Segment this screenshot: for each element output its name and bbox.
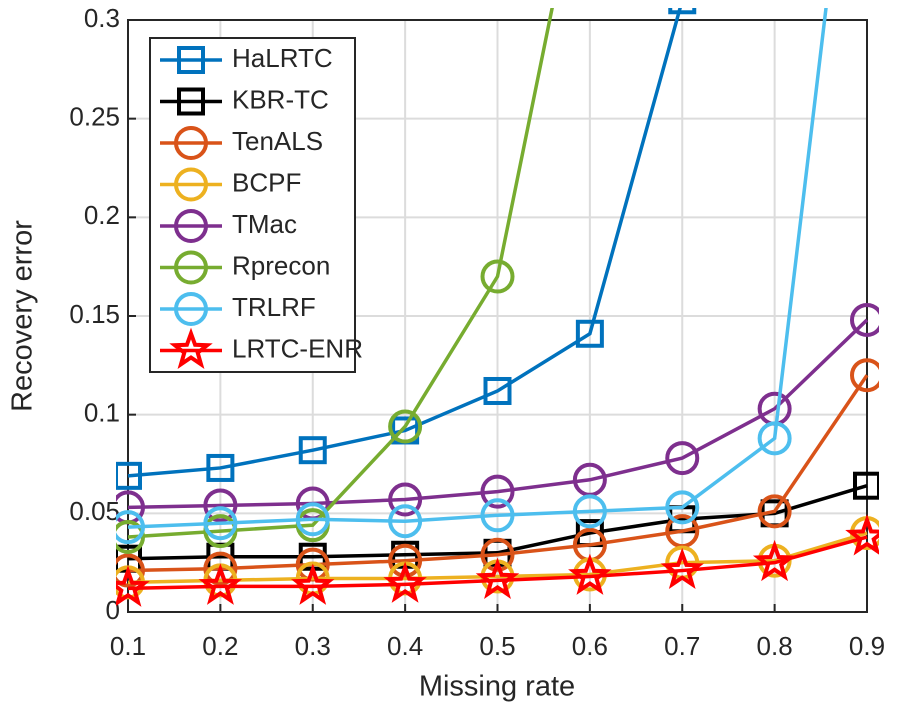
marker [169, 327, 213, 370]
marker [853, 471, 879, 500]
marker [174, 250, 208, 285]
series-line [127, 535, 868, 591]
marker [575, 319, 604, 348]
marker [116, 510, 145, 545]
legend-label: HaLRTC [232, 43, 333, 73]
legend-label: TMac [232, 209, 297, 239]
legend-label: KBR-TC [232, 84, 329, 114]
marker [480, 474, 515, 509]
series-line [127, 484, 868, 561]
y-tick-label: 0.1 [84, 398, 120, 428]
marker [480, 537, 515, 572]
series-line [127, 8, 554, 539]
marker [480, 259, 515, 294]
marker [177, 46, 205, 74]
marker [845, 514, 879, 556]
marker [298, 436, 327, 465]
marker [665, 490, 700, 525]
series-line [127, 8, 828, 529]
x-tick-label: 0.2 [202, 631, 238, 661]
marker [116, 520, 145, 555]
marker [568, 553, 612, 595]
marker [116, 553, 145, 588]
marker [660, 547, 704, 590]
marker [116, 565, 150, 607]
y-tick-label: 0.05 [69, 496, 120, 526]
series-line [127, 374, 869, 573]
marker [483, 376, 512, 405]
x-tick-label: 0.3 [295, 631, 331, 661]
axes-box [127, 19, 868, 613]
x-tick-label: 0.6 [572, 631, 608, 661]
marker [383, 561, 427, 603]
series-line [127, 8, 682, 478]
legend-label: TenALS [232, 126, 323, 156]
marker [480, 498, 515, 533]
marker [388, 543, 423, 578]
x-axis-label: Missing rate [419, 671, 575, 703]
x-tick-label: 0.8 [757, 631, 793, 661]
x-tick-label: 0.9 [849, 631, 885, 661]
series-line [127, 318, 869, 510]
marker [475, 557, 520, 599]
marker [116, 461, 142, 490]
legend-label: Rprecon [232, 250, 330, 280]
y-tick-label: 0.3 [84, 3, 120, 33]
marker [177, 87, 205, 116]
marker [757, 494, 792, 529]
marker [174, 292, 208, 326]
marker [668, 8, 697, 15]
marker [850, 358, 879, 393]
marker [388, 409, 423, 444]
marker [203, 488, 238, 523]
marker [665, 441, 700, 476]
x-tick-label: 0.4 [387, 631, 423, 661]
plot-area [116, 8, 879, 607]
marker [752, 539, 797, 582]
marker [572, 494, 607, 529]
marker [174, 126, 208, 160]
marker [174, 167, 208, 202]
x-tick-label: 0.1 [110, 631, 146, 661]
y-axis-label: Recovery error [7, 220, 39, 412]
marker [291, 563, 335, 605]
legend-label: LRTC-ENR [232, 333, 363, 363]
legend-label: BCPF [232, 167, 301, 197]
marker [203, 551, 238, 586]
x-tick-label: 0.5 [479, 631, 515, 661]
y-tick-label: 0.25 [69, 102, 120, 132]
legend-label: TRLRF [232, 292, 316, 322]
marker [198, 563, 243, 605]
y-tick-label: 0.15 [69, 299, 120, 329]
marker [203, 506, 238, 541]
marker [850, 302, 879, 337]
y-tick-label: 0.2 [84, 200, 120, 230]
x-tick-label: 0.7 [664, 631, 700, 661]
marker [295, 502, 330, 537]
series-line [127, 531, 868, 585]
marker [388, 504, 423, 539]
marker [388, 482, 423, 517]
legend-box [149, 37, 356, 373]
marker [757, 421, 792, 456]
marker [174, 209, 208, 243]
marker [206, 453, 235, 482]
